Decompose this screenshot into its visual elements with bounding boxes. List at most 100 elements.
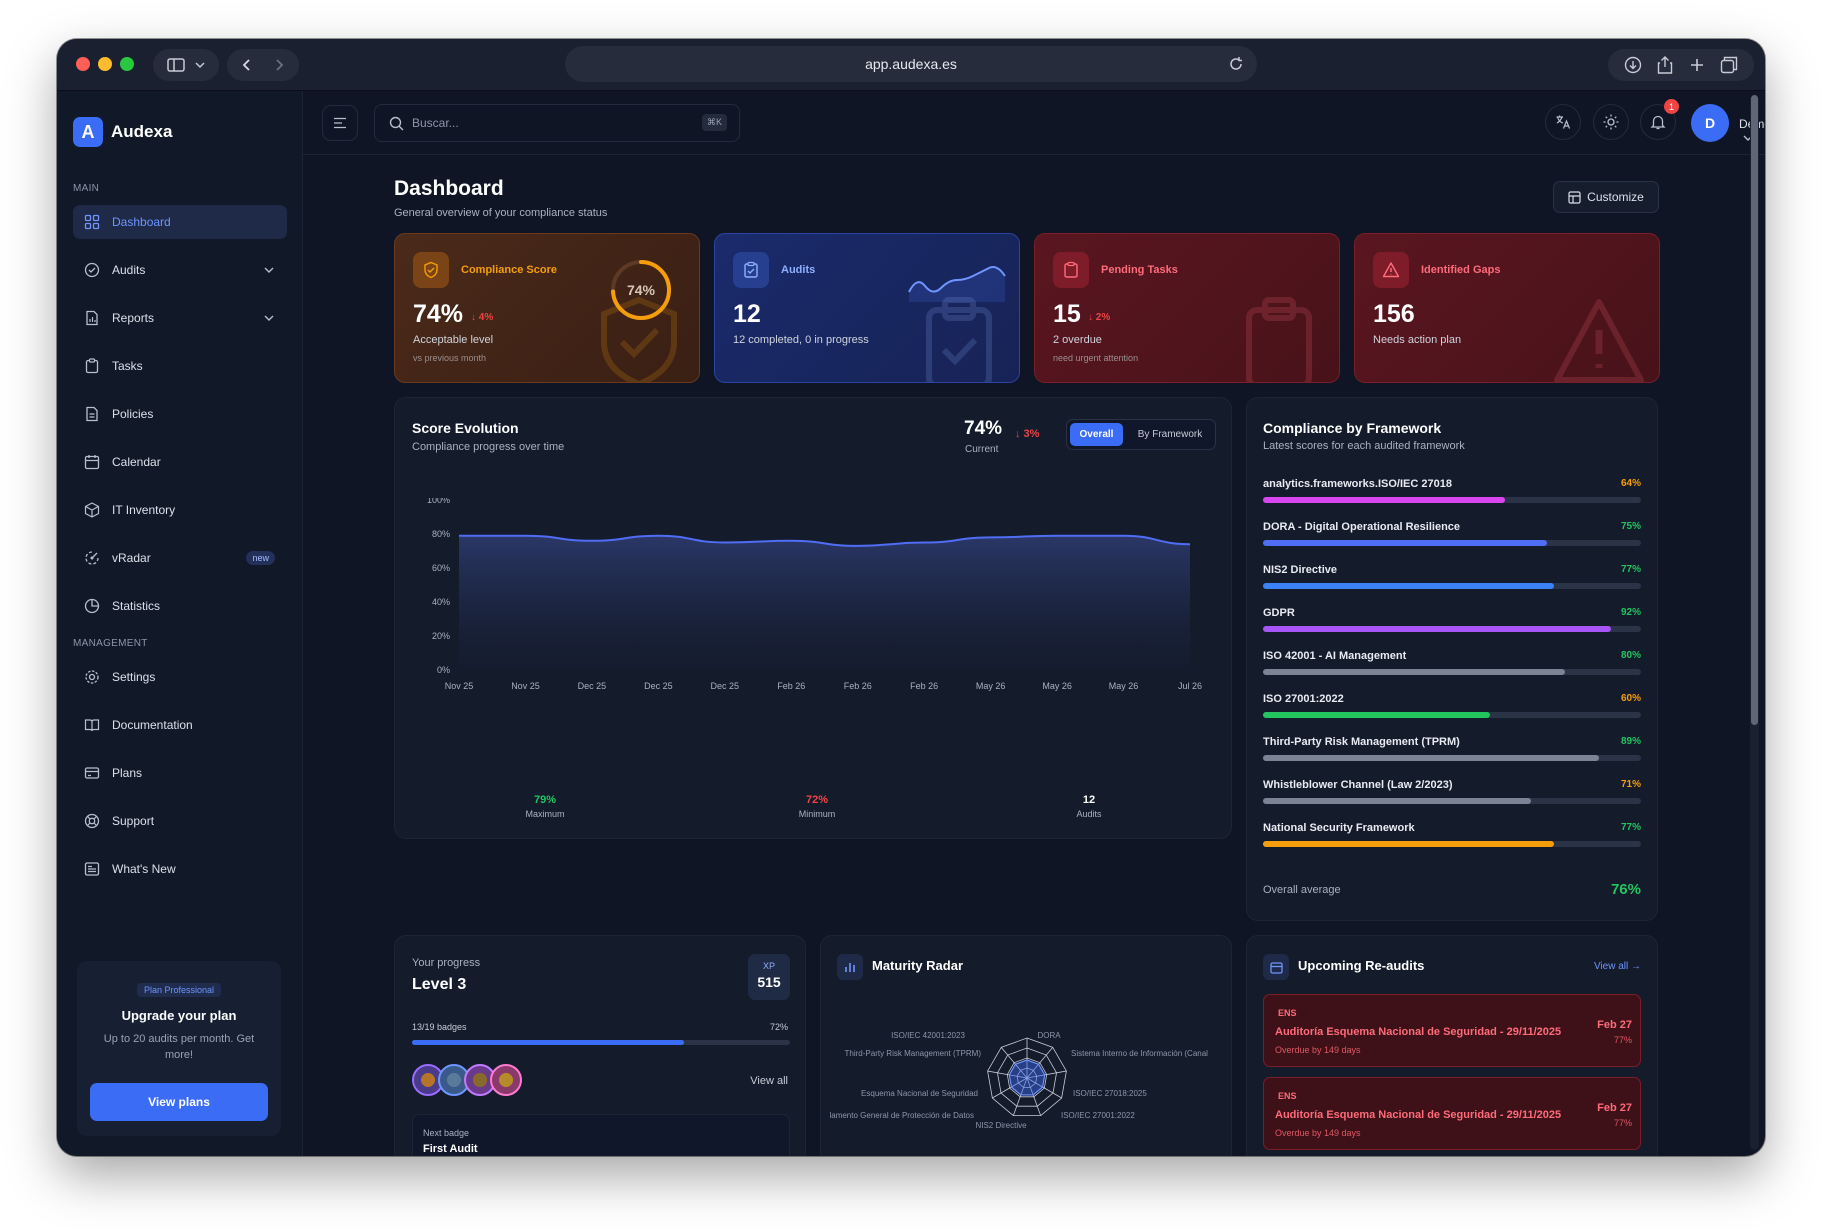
sidebar-item-label: Calendar (112, 455, 161, 469)
sidebar-item-support[interactable]: Support (73, 804, 287, 838)
overall-average-value: 76% (1610, 881, 1641, 898)
app-topbar: Buscar... ⌘K 1 D Demo (303, 91, 1765, 155)
framework-row[interactable]: GDPR 92% (1263, 607, 1641, 637)
reaudit-item[interactable]: ENS Auditoría Esquema Nacional de Seguri… (1263, 994, 1641, 1067)
next-badge-label: Next badge (423, 1128, 470, 1138)
framework-row[interactable]: ISO 27001:2022 60% (1263, 693, 1641, 723)
browser-actions (1608, 49, 1754, 81)
framework-progress-track (1263, 841, 1641, 847)
language-button[interactable] (1545, 104, 1581, 140)
theme-toggle-button[interactable] (1593, 104, 1629, 140)
close-window-button[interactable] (76, 57, 90, 71)
x-tick-label: Nov 25 (511, 681, 540, 691)
sidebar-item-statistics[interactable]: Statistics (73, 589, 287, 623)
framework-row[interactable]: Whistleblower Channel (Law 2/2023) 71% (1263, 779, 1641, 809)
xp-box: XP 515 (748, 954, 790, 1000)
share-icon[interactable] (1657, 56, 1673, 74)
chevron-down-icon[interactable] (263, 312, 275, 324)
x-tick-label: May 26 (1042, 681, 1072, 691)
toggle-by-framework[interactable]: By Framework (1137, 429, 1203, 440)
framework-percent: 75% (1620, 521, 1641, 532)
framework-percent: 92% (1620, 607, 1641, 618)
sidebar-item-whats-new[interactable]: What's New (73, 852, 287, 886)
sidebar-item-policies[interactable]: Policies (73, 397, 287, 431)
kpi-label: Pending Tasks (1101, 264, 1178, 276)
url-text: app.audexa.es (865, 56, 957, 72)
forward-arrow-icon[interactable] (272, 58, 286, 72)
view-all-reaudits-link[interactable]: View all → (1593, 961, 1641, 972)
compliance-score-card[interactable]: Compliance Score 74% ↓ 4% Acceptable lev… (394, 233, 700, 383)
framework-row[interactable]: analytics.frameworks.ISO/IEC 27018 64% (1263, 478, 1641, 508)
chevron-down-icon (195, 62, 205, 69)
new-tab-icon[interactable] (1689, 57, 1705, 73)
kpi-label: Identified Gaps (1421, 264, 1501, 276)
back-arrow-icon[interactable] (240, 58, 254, 72)
kpi-value: 156 (1373, 300, 1415, 328)
collapse-sidebar-button[interactable] (322, 105, 358, 141)
badges-percent: 72% (769, 1022, 788, 1032)
scrollbar[interactable] (1750, 95, 1759, 1150)
framework-row[interactable]: DORA - Digital Operational Resilience 75% (1263, 521, 1641, 551)
sidebar-item-plans[interactable]: Plans (73, 756, 287, 790)
address-bar[interactable]: app.audexa.es (565, 46, 1257, 82)
sidebar-item-dashboard[interactable]: Dashboard (73, 205, 287, 239)
customize-button[interactable]: Customize (1553, 181, 1659, 213)
sidebar-item-tasks[interactable]: Tasks (73, 349, 287, 383)
sidebar-item-audits[interactable]: Audits (73, 253, 287, 287)
reaudit-title: Auditoría Esquema Nacional de Seguridad … (1275, 1026, 1562, 1038)
x-tick-label: May 26 (1109, 681, 1139, 691)
document-icon (86, 406, 98, 422)
badge-icon[interactable] (490, 1064, 522, 1096)
reload-icon[interactable] (1227, 55, 1245, 73)
audits-card[interactable]: Audits 12 12 completed, 0 in progress (714, 233, 1020, 383)
avatar[interactable]: D (1691, 104, 1729, 142)
warning-decoration-icon (1554, 299, 1644, 382)
identified-gaps-card[interactable]: Identified Gaps 156 Needs action plan (1354, 233, 1660, 383)
sidebar-toggle-button[interactable] (153, 49, 219, 81)
toggle-overall[interactable]: Overall (1070, 423, 1123, 446)
framework-row[interactable]: Third-Party Risk Management (TPRM) 89% (1263, 736, 1641, 766)
view-all-badges-link[interactable]: View all (750, 1075, 788, 1087)
kpi-value: 74% (413, 300, 464, 328)
management-section-label: MANAGEMENT (73, 638, 148, 649)
reaudit-item[interactable]: ENS Auditoría Esquema Nacional de Seguri… (1263, 1077, 1641, 1150)
framework-name: NIS2 Directive (1263, 564, 1337, 576)
search-input[interactable]: Buscar... ⌘K (374, 104, 740, 142)
card-title: Score Evolution (412, 420, 519, 436)
framework-name: DORA - Digital Operational Resilience (1263, 521, 1461, 533)
sidebar-item-settings[interactable]: Settings (73, 660, 287, 694)
tabs-overview-icon[interactable] (1720, 56, 1738, 74)
radar-icon (85, 551, 99, 565)
download-icon[interactable] (1624, 56, 1642, 74)
sidebar-item-calendar[interactable]: Calendar (73, 445, 287, 479)
framework-row[interactable]: NIS2 Directive 77% (1263, 564, 1641, 594)
sidebar-item-reports[interactable]: Reports (73, 301, 287, 335)
sidebar-item-documentation[interactable]: Documentation (73, 708, 287, 742)
framework-row[interactable]: National Security Framework 77% (1263, 822, 1641, 852)
radar-ring (987, 1037, 1067, 1116)
sidebar-item-label: Statistics (112, 599, 161, 613)
sidebar-item-label: Support (112, 814, 155, 828)
framework-progress-fill (1263, 626, 1611, 632)
view-plans-button[interactable]: View plans (90, 1083, 268, 1121)
scrollbar-thumb[interactable] (1751, 95, 1758, 725)
brand-logo[interactable]: A Audexa (73, 117, 172, 147)
pending-tasks-card[interactable]: Pending Tasks 15 ↓ 2% 2 overdue need urg… (1034, 233, 1340, 383)
sidebar-item-it-inventory[interactable]: IT Inventory (73, 493, 287, 527)
radar-chart: ISO/IEC 42001:2023 DORA Sistema Interno … (829, 1031, 1208, 1130)
chevron-down-icon[interactable] (263, 264, 275, 276)
framework-row[interactable]: ISO 42001 - AI Management 80% (1263, 650, 1641, 680)
sidebar-item-vradar[interactable]: vRadar new (73, 541, 287, 575)
layout-icon (1568, 190, 1581, 204)
translate-icon (1556, 115, 1571, 129)
reaudit-overdue: Overdue by 149 days (1275, 1045, 1361, 1055)
sidebar-icon (167, 58, 185, 72)
notifications-button[interactable]: 1 (1640, 99, 1679, 140)
framework-progress-fill (1263, 540, 1547, 546)
score-ring: 74% (611, 260, 671, 320)
minimize-window-button[interactable] (98, 57, 112, 71)
kpi-icon-box (733, 252, 769, 288)
x-tick-label: Feb 26 (910, 681, 938, 691)
score-line (459, 534, 1191, 547)
maximize-window-button[interactable] (120, 57, 134, 71)
